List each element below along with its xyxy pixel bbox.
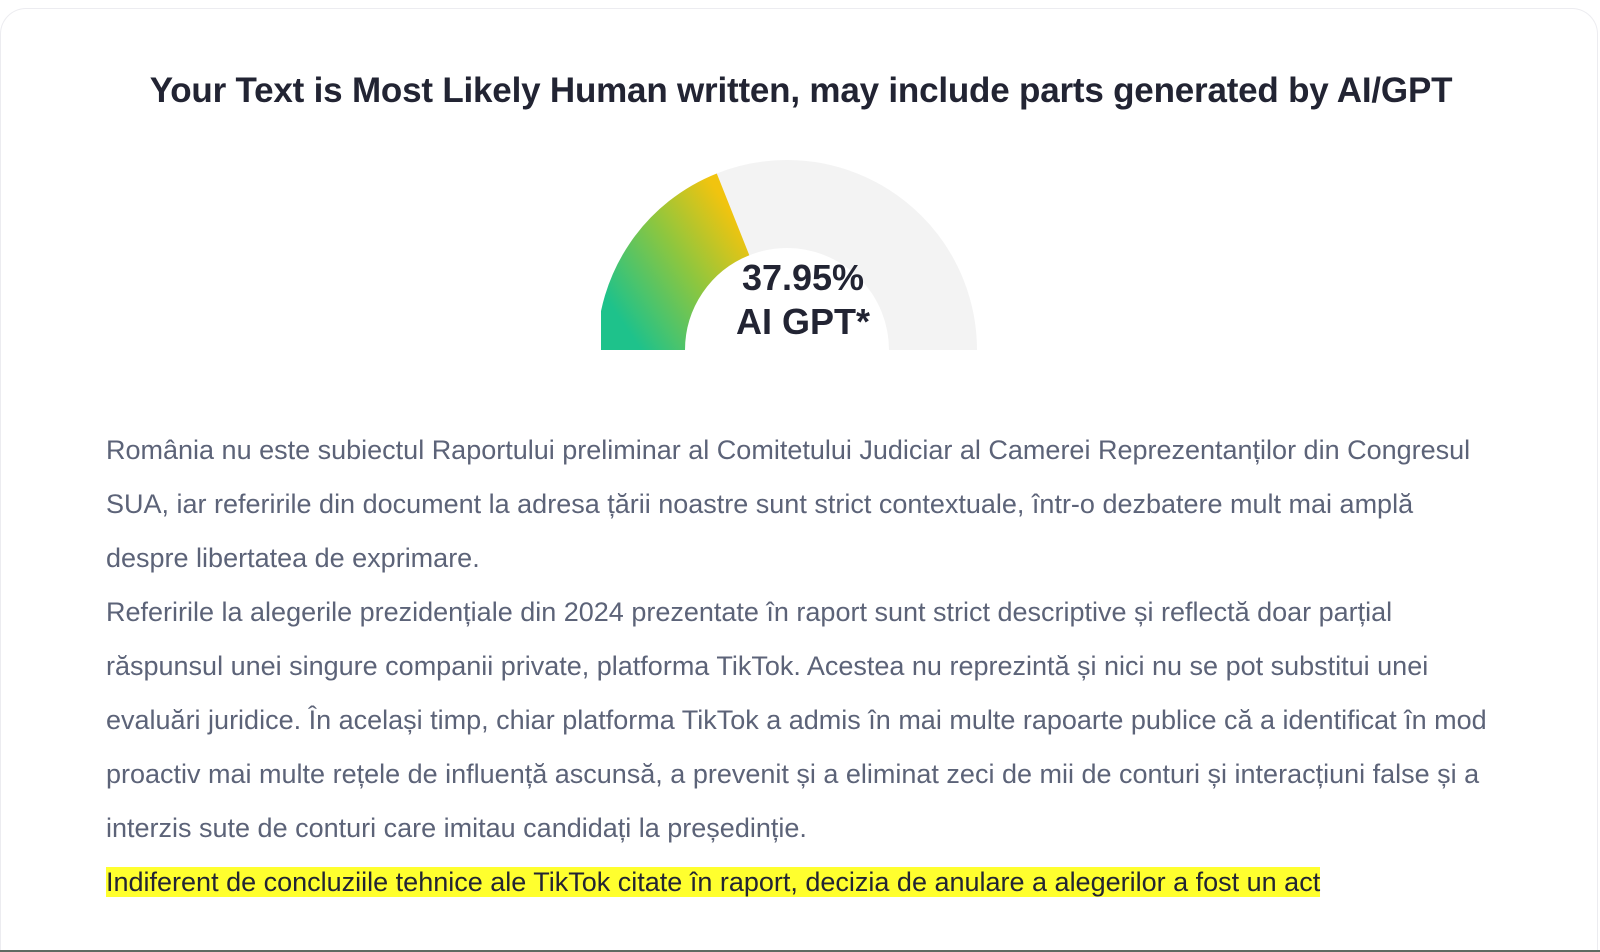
text-paragraph: Referirile la alegerile prezidențiale di…	[106, 597, 1487, 843]
result-card: Your Text is Most Likely Human written, …	[0, 8, 1598, 952]
bottom-divider	[0, 950, 1600, 952]
highlighted-sentence: Indiferent de concluziile tehnice ale Ti…	[106, 855, 1501, 909]
gauge-svg	[601, 160, 977, 350]
result-title: Your Text is Most Likely Human written, …	[149, 71, 1453, 110]
ai-label: AI GPT*	[735, 301, 870, 342]
ai-percent: 37.95%	[741, 257, 865, 298]
ai-score-gauge	[601, 155, 991, 350]
analyzed-text: România nu este subiectul Raportului pre…	[106, 423, 1501, 909]
text-paragraph: România nu este subiectul Raportului pre…	[106, 435, 1471, 573]
gauge-fill	[601, 173, 751, 350]
ai-highlight: Indiferent de concluziile tehnice ale Ti…	[106, 867, 1321, 897]
